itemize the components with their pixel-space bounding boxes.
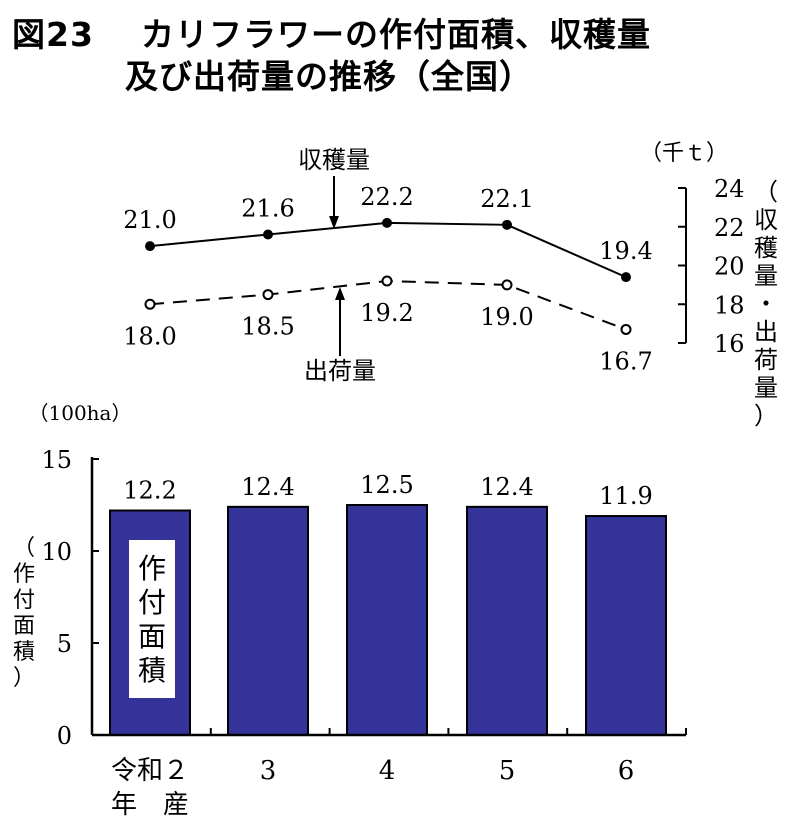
svg-text:作: 作	[13, 562, 35, 587]
line-unit-label: （千ｔ）	[640, 141, 728, 166]
figure-number: 図23	[12, 15, 94, 54]
shipment-point	[144, 298, 156, 310]
svg-text:量: 量	[754, 374, 778, 402]
bar-y-tick-label: 10	[41, 538, 72, 566]
svg-text:・: ・	[754, 290, 778, 318]
bar	[227, 505, 309, 736]
bar	[466, 505, 548, 736]
x-category-label: 6	[618, 756, 635, 786]
shipment-data-label: 18.5	[241, 313, 294, 341]
svg-text:収: 収	[754, 206, 778, 234]
x-category-label: 5	[499, 756, 516, 786]
svg-text:荷: 荷	[754, 346, 778, 374]
chart-title-line2: 及び出荷量の推移（全国）	[125, 57, 533, 96]
bar-chart: （100ha）（作付面積）12.2 12.4 12.5 12.4 11.9作付面積051…	[13, 401, 687, 820]
bar-data-label: 11.9	[599, 482, 652, 510]
shipment-point	[262, 289, 274, 301]
harvest-point	[502, 219, 512, 230]
line-y-axis-label: （収穫量・出荷量）	[754, 178, 778, 430]
svg-text:（: （	[13, 536, 35, 561]
svg-text:作: 作	[138, 552, 166, 585]
svg-text:）: ）	[13, 666, 35, 691]
shipment-point	[620, 323, 632, 335]
harvest-point	[621, 272, 631, 283]
title-text-1: カリフラワーの作付面積、収穫量	[140, 15, 651, 54]
harvest-data-label: 21.0	[123, 206, 176, 234]
harvest-arrow-head	[329, 216, 339, 229]
bar-unit-label: （100ha）	[29, 401, 132, 425]
bar	[585, 515, 667, 736]
shipment-data-label: 16.7	[599, 347, 652, 375]
harvest-series-name: 収穫量	[298, 146, 370, 174]
svg-text:面: 面	[138, 620, 166, 653]
right-axis-tick-label: 16	[714, 330, 745, 358]
harvest-point	[145, 241, 155, 252]
right-axis-tick-label: 20	[714, 253, 745, 281]
svg-text:（: （	[754, 178, 778, 206]
svg-text:付: 付	[138, 586, 166, 619]
harvest-data-label: 22.1	[480, 185, 533, 213]
bar-data-label: 12.4	[241, 473, 294, 501]
svg-text:量: 量	[754, 262, 778, 290]
shipment-data-label: 19.0	[480, 303, 533, 331]
svg-text:出: 出	[754, 318, 778, 346]
svg-text:）: ）	[754, 402, 778, 430]
series-line-harvest	[149, 221, 627, 279]
x-category-sublabel: 年 産	[111, 790, 189, 820]
harvest-data-label: 19.4	[599, 237, 652, 265]
bar-data-label: 12.5	[360, 471, 413, 499]
svg-text:面: 面	[13, 614, 35, 639]
bar-series-label: 作付面積	[138, 552, 166, 687]
shipment-arrow-head	[335, 287, 345, 300]
bar-y-tick-label: 0	[57, 722, 72, 750]
shipment-series-name: 出荷量	[304, 357, 376, 385]
bar-data-label: 12.2	[123, 477, 176, 505]
right-axis-tick-label: 18	[714, 291, 745, 319]
harvest-point	[263, 229, 273, 240]
x-category-label: 3	[260, 756, 277, 786]
harvest-point	[382, 217, 392, 228]
shipment-point	[501, 279, 513, 291]
x-category-label: 令和２	[111, 756, 189, 786]
harvest-data-label: 22.2	[360, 183, 413, 211]
bar	[346, 504, 428, 736]
bar-y-tick-label: 5	[57, 630, 72, 658]
right-axis-tick-label: 22	[714, 214, 745, 242]
x-category-label: 4	[379, 756, 396, 786]
svg-text:積: 積	[13, 640, 35, 665]
chart-title-line1: 図23 カリフラワーの作付面積、収穫量	[12, 8, 651, 56]
right-axis-tick-label: 24	[714, 175, 745, 203]
svg-text:穫: 穫	[754, 234, 778, 262]
harvest-data-label: 21.6	[241, 195, 294, 223]
shipment-data-label: 19.2	[360, 299, 413, 327]
shipment-data-label: 18.0	[123, 322, 176, 350]
svg-text:付: 付	[13, 588, 35, 613]
bar-y-tick-label: 15	[41, 446, 72, 474]
bar-y-axis-label: （作付面積）	[13, 536, 35, 691]
series-label-box	[129, 540, 175, 698]
bar-data-label: 12.4	[480, 473, 533, 501]
svg-text:積: 積	[138, 654, 166, 687]
shipment-point	[381, 275, 393, 287]
